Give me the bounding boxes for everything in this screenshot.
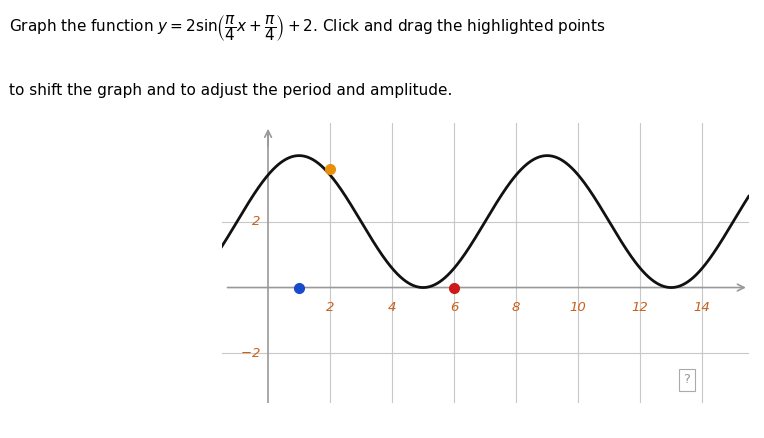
Text: 6: 6 [450,301,458,314]
Text: 2: 2 [326,301,335,314]
Text: Graph the function $y = 2\sin\!\left(\dfrac{\pi}{4}x + \dfrac{\pi}{4}\right) + 2: Graph the function $y = 2\sin\!\left(\df… [9,13,606,43]
Text: 10: 10 [570,301,587,314]
Text: 8: 8 [512,301,520,314]
Text: to shift the graph and to adjust the period and amplitude.: to shift the graph and to adjust the per… [9,83,452,98]
Text: $-$2: $-$2 [240,347,261,360]
Text: 14: 14 [694,301,711,314]
Text: ?: ? [683,373,690,386]
Text: 2: 2 [252,215,261,228]
Text: 4: 4 [388,301,397,314]
Text: 12: 12 [632,301,649,314]
